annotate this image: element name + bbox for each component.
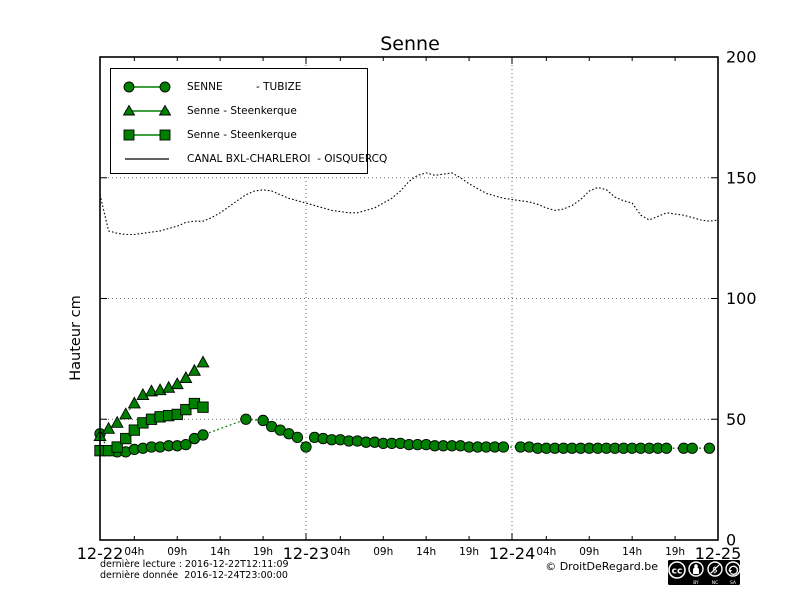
circle-marker-icon (123, 81, 171, 93)
y-tick-label: 50 (726, 410, 746, 429)
data-point-triangle (179, 371, 193, 384)
cc-sa-icon: SA (725, 561, 741, 586)
chart-title: Senne (380, 33, 440, 55)
legend-item-canal: CANAL BXL-CHARLEROI - OISQUERCQ (121, 147, 387, 171)
line-marker-icon (125, 158, 169, 160)
data-point-triangle (136, 387, 150, 400)
data-point-triangle (127, 396, 141, 409)
y-tick-label: 200 (726, 48, 757, 67)
x-hour-label: 04h (330, 546, 350, 558)
y-axis-label: Hauteur cm (68, 295, 84, 381)
data-point-square (111, 441, 123, 453)
series-canal-line (99, 172, 719, 236)
x-hour-label: 04h (124, 546, 144, 558)
data-point-circle (257, 414, 269, 427)
data-point-triangle (110, 415, 124, 428)
x-hour-label: 14h (210, 546, 230, 558)
svg-text:cc: cc (672, 567, 683, 577)
cc-license-badge: cc BY $ NC SA (667, 559, 741, 586)
x-hour-label: 04h (536, 546, 556, 558)
series-line (99, 172, 719, 236)
data-point-square (120, 432, 132, 445)
data-point-circle (497, 441, 510, 453)
x-date-label: 12-22 (77, 544, 124, 563)
x-hour-label: 19h (253, 546, 273, 558)
svg-text:BY: BY (693, 580, 699, 586)
series-triangles (93, 355, 210, 442)
data-point-triangle (144, 384, 159, 397)
x-hour-label: 14h (622, 546, 642, 558)
svg-text:NC: NC (712, 580, 719, 586)
cc-by-icon: BY (688, 561, 704, 586)
axis-ticks (99, 56, 719, 541)
data-point-triangle (162, 380, 176, 393)
data-point-triangle (119, 407, 133, 420)
svg-text:$: $ (712, 566, 718, 576)
x-hour-label: 09h (373, 546, 393, 558)
last-reading-text: dernière lecture : 2016-12-22T12:11:09 (100, 559, 289, 570)
x-hour-label: 09h (579, 546, 599, 558)
last-data-text: dernière donnée 2016-12-24T23:00:00 (100, 570, 288, 581)
svg-text:SA: SA (730, 580, 737, 586)
x-hour-label: 19h (459, 546, 479, 558)
data-point-triangle (102, 421, 116, 434)
x-date-label: 12-23 (283, 544, 330, 563)
legend-item-steenkerque-1: Senne - Steenkerque (121, 99, 367, 123)
data-point-triangle (196, 355, 210, 368)
legend-box: SENNE - TUBIZE Senne - Steenkerque Senne… (110, 68, 387, 174)
legend-label: Senne - Steenkerque (187, 129, 297, 141)
data-point-circle (180, 438, 192, 451)
data-point-square (128, 424, 140, 436)
data-point-circle (300, 441, 312, 453)
legend-label: SENNE - TUBIZE (187, 81, 302, 93)
copyright-text: © DroitDeRegard.be (545, 560, 658, 573)
data-point-circle (703, 442, 716, 454)
legend-label: CANAL BXL-CHARLEROI - OISQUERCQ (187, 153, 388, 165)
x-hour-label: 09h (167, 546, 187, 558)
data-point-triangle (187, 363, 201, 376)
triangle-marker-icon (122, 104, 172, 116)
y-tick-label: 100 (726, 289, 757, 308)
axis-tick-labels: 12-22 12-23 12-24 12-25 04h 09h 14h 19h 04h 09h 14… (77, 48, 757, 564)
legend-label: Senne - Steenkerque (187, 105, 297, 117)
series-circles (94, 413, 716, 458)
legend-item-steenkerque-2: Senne - Steenkerque (121, 123, 367, 147)
cc-nc-icon: $ NC (707, 561, 723, 586)
data-point-circle (240, 413, 252, 425)
data-point-square (197, 401, 209, 413)
data-point-circle (197, 429, 209, 441)
x-date-label: 12-25 (695, 544, 742, 563)
data-point-triangle (170, 377, 184, 390)
data-point-circle (686, 442, 698, 454)
data-point-square (180, 403, 192, 416)
square-marker-icon (123, 129, 171, 141)
y-tick-label: 150 (726, 168, 757, 187)
y-tick-label: 0 (726, 531, 736, 550)
x-hour-label: 14h (416, 546, 436, 558)
legend-item-tubize: SENNE - TUBIZE (121, 75, 367, 99)
data-point-circle (291, 431, 304, 444)
x-hour-label: 19h (665, 546, 685, 558)
x-date-label: 12-24 (489, 544, 536, 563)
data-point-circle (660, 442, 673, 454)
